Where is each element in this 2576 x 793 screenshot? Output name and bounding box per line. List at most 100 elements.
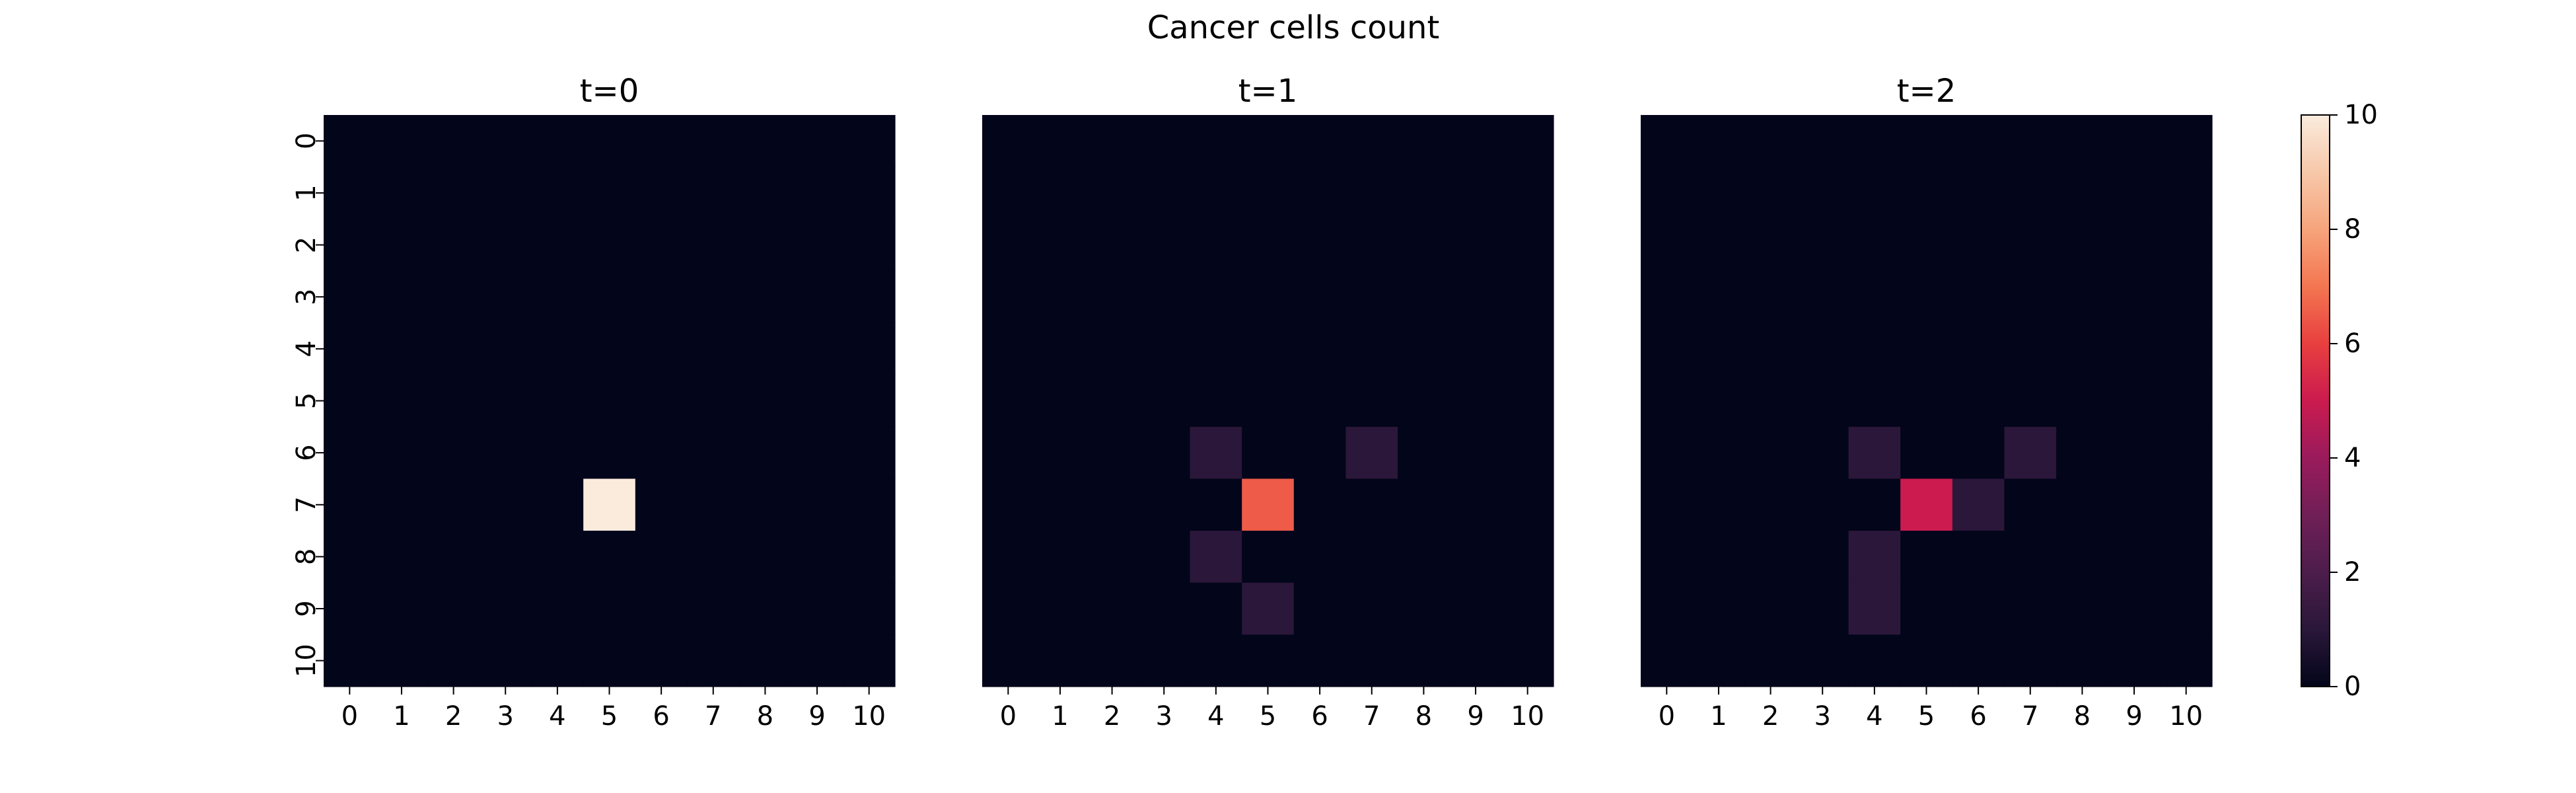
heatmap-cell: [2108, 478, 2161, 531]
heatmap-cell: [1345, 219, 1398, 272]
heatmap-cell: [2004, 478, 2057, 531]
x-tick-label: 9: [1467, 701, 1484, 732]
heatmap-cell: [2108, 375, 2161, 428]
heatmap-cell: [583, 167, 636, 219]
heatmap-cell: [687, 531, 740, 584]
heatmap-cell: [1034, 167, 1087, 219]
heatmap-cell: [843, 115, 896, 168]
heatmap-cell: [1293, 478, 1347, 531]
heatmap-cell: [1345, 426, 1398, 480]
heatmap-cell: [1293, 582, 1347, 635]
heatmap-cell: [1137, 634, 1191, 687]
colorbar-tick-label: 8: [2344, 214, 2361, 245]
heatmap-cell: [739, 634, 792, 687]
heatmap-cell: [1848, 582, 1901, 635]
heatmap-cell: [1086, 375, 1139, 428]
heatmap-cell: [1190, 375, 1242, 428]
heatmap-cell: [791, 582, 843, 635]
heatmap-cell: [739, 426, 792, 480]
x-tick-label: 5: [1260, 701, 1276, 732]
colorbar-tick-label: 10: [2344, 100, 2378, 130]
heatmap-cell: [531, 582, 584, 635]
heatmap-cell: [2056, 322, 2109, 375]
heatmap-cell: [1293, 167, 1347, 219]
heatmap-cell: [583, 426, 636, 480]
heatmap-cell: [1641, 582, 1694, 635]
heatmap-cell: [739, 270, 792, 324]
heatmap-cell: [583, 115, 636, 168]
heatmap-cell: [2056, 426, 2109, 480]
heatmap-cell: [583, 219, 636, 272]
heatmap-cell: [1952, 634, 2005, 687]
heatmap-cell: [531, 219, 584, 272]
heatmap-cell: [1137, 426, 1191, 480]
heatmap-cell: [1952, 531, 2005, 584]
heatmap-cell: [1137, 167, 1191, 219]
heatmap-cell: [1190, 115, 1242, 168]
x-tick-label: 7: [2022, 701, 2038, 732]
heatmap-cell: [1398, 634, 1450, 687]
heatmap-cell: [1086, 634, 1139, 687]
heatmap-cell: [1398, 167, 1450, 219]
heatmap-cell: [583, 531, 636, 584]
heatmap-cell: [843, 426, 896, 480]
x-tick-label: 10: [852, 701, 886, 732]
x-tick-label: 1: [1052, 701, 1068, 732]
heatmap-cell: [427, 115, 480, 168]
heatmap-cell: [324, 322, 376, 375]
heatmap-cell: [1796, 531, 1849, 584]
heatmap-cell: [324, 167, 376, 219]
heatmap-cell: [1796, 322, 1849, 375]
heatmap-cell: [1086, 167, 1139, 219]
heatmap-cell: [1900, 426, 1953, 480]
heatmap-cell: [635, 375, 688, 428]
heatmap-cell: [1641, 634, 1694, 687]
heatmap-cell: [1293, 634, 1347, 687]
heatmap-cell: [1242, 531, 1295, 584]
x-tick-label: 0: [1000, 701, 1017, 732]
heatmap-cell: [1034, 531, 1087, 584]
heatmap-cell: [2004, 322, 2057, 375]
heatmap-cell: [982, 426, 1035, 480]
x-tick-label: 9: [2126, 701, 2142, 732]
heatmap-cell: [1900, 478, 1953, 531]
heatmap-cell: [1952, 219, 2005, 272]
heatmap-cell: [1034, 270, 1087, 324]
y-tick-label: 8: [291, 548, 322, 565]
heatmap-cell: [1137, 531, 1191, 584]
heatmap-cell: [427, 426, 480, 480]
x-tick-label: 4: [1207, 701, 1224, 732]
heatmap-cell: [1137, 582, 1191, 635]
heatmap-cell: [843, 634, 896, 687]
heatmap-cell: [2056, 219, 2109, 272]
heatmap-cell: [739, 167, 792, 219]
heatmap-cell: [1501, 426, 1554, 480]
heatmap-cell: [687, 322, 740, 375]
panel-title: t=1: [1238, 73, 1298, 110]
heatmap-cell: [1242, 634, 1295, 687]
heatmap-cell: [324, 582, 376, 635]
heatmap-panel: t=2 0 1 2 3 4 5 6 7 8 9 10: [1641, 73, 2213, 732]
heatmap-cell: [843, 322, 896, 375]
heatmap-cell: [427, 270, 480, 324]
x-tick-label: 6: [1970, 701, 1986, 732]
x-tick-label: 8: [2074, 701, 2091, 732]
heatmap-cell: [791, 167, 843, 219]
heatmap-cell: [2004, 219, 2057, 272]
heatmap-cell: [1501, 115, 1554, 168]
heatmap-cell: [479, 531, 532, 584]
heatmap-cell: [1692, 167, 1745, 219]
heatmap-cell: [635, 582, 688, 635]
heatmap-cell: [1137, 115, 1191, 168]
x-tick-label: 10: [1511, 701, 1544, 732]
heatmap-cell: [1137, 219, 1191, 272]
y-tick-label: 1: [291, 184, 322, 201]
heatmap-cell: [479, 167, 532, 219]
heatmap-cell: [1692, 375, 1745, 428]
heatmap-cell: [1501, 531, 1554, 584]
heatmap-cell: [2056, 634, 2109, 687]
heatmap-cell: [531, 167, 584, 219]
heatmap-cell: [1345, 322, 1398, 375]
heatmap-cell: [1796, 270, 1849, 324]
